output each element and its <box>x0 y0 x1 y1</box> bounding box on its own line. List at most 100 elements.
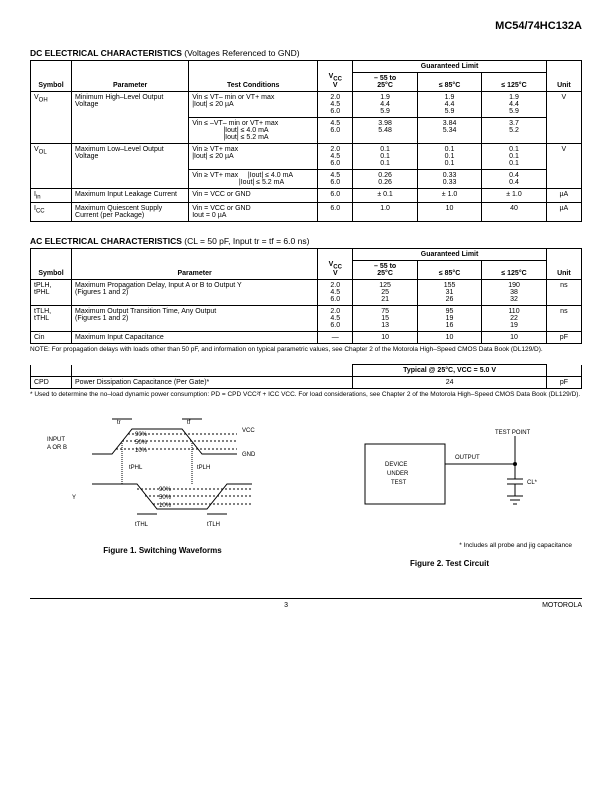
label-tthl: tTHL <box>135 522 149 528</box>
cell-unit: pF <box>546 332 581 344</box>
cell-c2: 10 <box>417 203 481 222</box>
hdr-vcc: VCC V <box>318 249 353 280</box>
hdr-col2: ≤ 85°C <box>417 261 481 280</box>
cell-c1: 1.0 <box>353 203 417 222</box>
dc-title-note: (Voltages Referenced to GND) <box>184 48 299 58</box>
cell-c2: ± 1.0 <box>417 189 481 203</box>
ac-table: Symbol Parameter VCC V Guaranteed Limit … <box>30 248 582 344</box>
cell-cond: Vin = VCC or GND Iout = 0 µA <box>189 203 318 222</box>
hdr-parameter: Parameter <box>72 61 189 92</box>
cell-vcc: 2.0 4.5 6.0 <box>318 144 353 170</box>
label-10: 10% <box>135 448 148 454</box>
cell-c3: 0.4 0.4 <box>482 170 546 189</box>
hdr-cond: Test Conditions <box>189 61 318 92</box>
cell-c1: 75 15 13 <box>353 306 417 332</box>
cell-c2: 10 <box>417 332 481 344</box>
figure-2: DEVICEUNDERTEST OUTPUT TEST POINT CL* * … <box>317 414 582 568</box>
table-row: tPLH, tPHL Maximum Propagation Delay, In… <box>31 280 582 306</box>
cell-param: Maximum Input Capacitance <box>72 332 318 344</box>
label-90b: 90% <box>159 487 172 493</box>
cell-unit: ns <box>546 306 581 332</box>
label-ttlh: tTLH <box>207 522 220 528</box>
fig2-note: * Includes all probe and jig capacitance <box>317 542 572 549</box>
cell-symbol: Iin <box>31 189 72 203</box>
cell-vcc: 2.0 4.5 6.0 <box>318 92 353 118</box>
cell-unit: µA <box>546 189 581 203</box>
cell-c1: 0.26 0.26 <box>353 170 417 189</box>
dc-title-text: DC ELECTRICAL CHARACTERISTICS <box>30 48 182 58</box>
cpd-footnote: * Used to determine the no–load dynamic … <box>30 391 582 399</box>
label-gnd: GND <box>242 452 256 458</box>
hdr-symbol: Symbol <box>31 249 72 280</box>
hdr-col3: ≤ 125°C <box>482 73 546 92</box>
cell-param: Maximum Propagation Delay, Input A or B … <box>72 280 318 306</box>
label-dut: DEVICEUNDERTEST <box>385 462 409 486</box>
label-50b: 50% <box>159 495 172 501</box>
cell-unit: V <box>546 144 581 189</box>
cell-c3: 1.9 4.4 5.9 <box>482 92 546 118</box>
cell-c3: 110 22 19 <box>482 306 546 332</box>
cell-cond: Vin ≥ VT+ max |Iout| ≤ 4.0 mA |Iout| ≤ 5… <box>189 170 318 189</box>
hdr-unit: Unit <box>546 249 581 280</box>
cell-symbol: tTLH, tTHL <box>31 306 72 332</box>
table-row: tTLH, tTHL Maximum Output Transition Tim… <box>31 306 582 332</box>
cell-vcc: 2.0 4.5 6.0 <box>318 280 353 306</box>
cell-vcc: 6.0 <box>318 203 353 222</box>
fig2-svg: DEVICEUNDERTEST OUTPUT TEST POINT CL* <box>335 414 565 534</box>
cell-param: Maximum Output Transition Time, Any Outp… <box>72 306 318 332</box>
label-tr: tr <box>117 420 121 426</box>
ac-title: AC ELECTRICAL CHARACTERISTICS (CL = 50 p… <box>30 236 582 246</box>
cell-symbol: tPLH, tPHL <box>31 280 72 306</box>
cell-c2: 155 31 26 <box>417 280 481 306</box>
cell-c1: 10 <box>353 332 417 344</box>
cell-param: Power Dissipation Capacitance (Per Gate)… <box>72 377 353 389</box>
ac-title-text: AC ELECTRICAL CHARACTERISTICS <box>30 236 182 246</box>
cell-c2: 1.9 4.4 5.9 <box>417 92 481 118</box>
fig1-svg: 90% 50% 10% tr tf VCC GND INPUTA OR B tP… <box>37 414 287 534</box>
table-row: ICC Maximum Quiescent Supply Current (pe… <box>31 203 582 222</box>
cell-cond: Vin ≤ –VT– min or VT+ max |Iout| ≤ 4.0 m… <box>189 118 318 144</box>
label-tphl: tPHL <box>129 465 143 471</box>
cell-unit: µA <box>546 203 581 222</box>
table-row: VOH Minimum High–Level Output Voltage Vi… <box>31 92 582 118</box>
part-number: MC54/74HC132A <box>30 20 582 32</box>
cell-symbol: VOH <box>31 92 72 144</box>
label-y: Y <box>72 495 76 501</box>
label-90: 90% <box>135 432 148 438</box>
blank <box>31 365 72 377</box>
ac-title-note: (CL = 50 pF, Input tr = tf = 6.0 ns) <box>184 236 309 246</box>
hdr-unit: Unit <box>546 61 581 92</box>
cell-c2: 0.1 0.1 0.1 <box>417 144 481 170</box>
cell-cond: Vin = VCC or GND <box>189 189 318 203</box>
hdr-col1: – 55 to25°C <box>353 73 417 92</box>
fig1-title: Figure 1. Switching Waveforms <box>30 546 295 555</box>
hdr-symbol: Symbol <box>31 61 72 92</box>
cpd-table: Typical @ 25°C, VCC = 5.0 V CPD Power Di… <box>30 364 582 389</box>
cell-symbol: ICC <box>31 203 72 222</box>
cell-cond: Vin ≤ VT– min or VT+ max |Iout| ≤ 20 µA <box>189 92 318 118</box>
hdr-typical: Typical @ 25°C, VCC = 5.0 V <box>353 365 546 377</box>
cell-cond: Vin ≥ VT+ max |Iout| ≤ 20 µA <box>189 144 318 170</box>
label-50: 50% <box>135 440 148 446</box>
fig2-title: Figure 2. Test Circuit <box>317 559 582 568</box>
cell-c3: ± 1.0 <box>482 189 546 203</box>
cell-vcc: 4.5 6.0 <box>318 118 353 144</box>
cell-vcc: 6.0 <box>318 189 353 203</box>
cell-symbol: CPD <box>31 377 72 389</box>
label-10b: 10% <box>159 503 172 509</box>
cell-symbol: Cin <box>31 332 72 344</box>
footer-brand: MOTOROLA <box>542 602 582 609</box>
cell-c1: 1.9 4.4 5.9 <box>353 92 417 118</box>
label-vcc: VCC <box>242 428 255 434</box>
table-row: VOL Maximum Low–Level Output Voltage Vin… <box>31 144 582 170</box>
cell-c2: 95 19 16 <box>417 306 481 332</box>
hdr-guaranteed: Guaranteed Limit <box>353 61 546 73</box>
table-row: CPD Power Dissipation Capacitance (Per G… <box>31 377 582 389</box>
cell-vcc: 2.0 4.5 6.0 <box>318 306 353 332</box>
hdr-col2: ≤ 85°C <box>417 73 481 92</box>
cell-c1: 125 25 21 <box>353 280 417 306</box>
label-output: OUTPUT <box>455 455 480 461</box>
label-cl: CL* <box>527 480 538 486</box>
cell-c3: 3.7 5.2 <box>482 118 546 144</box>
table-row: Iin Maximum Input Leakage Current Vin = … <box>31 189 582 203</box>
